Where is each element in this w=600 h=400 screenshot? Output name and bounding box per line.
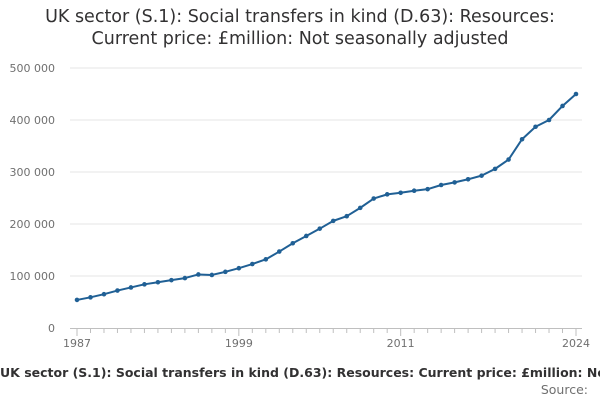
- data-point-1997: [209, 272, 215, 278]
- chart-title-line-1: UK sector (S.1): Social transfers in kin…: [45, 7, 555, 27]
- data-point-1989: [101, 291, 107, 297]
- y-tick-label-100000: 100 000: [10, 270, 56, 283]
- y-tick-label-0: 0: [48, 322, 55, 335]
- data-point-2021: [533, 124, 538, 130]
- data-point-2022: [546, 117, 552, 123]
- data-point-2014: [438, 182, 444, 188]
- y-tick-label-300000: 300 000: [10, 166, 56, 179]
- data-point-2005: [317, 226, 323, 231]
- series-line-0: [76, 93, 577, 301]
- data-point-2018: [492, 166, 498, 172]
- chart-title-line-2: Current price: £million: Not seasonally …: [91, 29, 509, 49]
- x-tick-label-2011: 2011: [387, 337, 415, 350]
- data-point-1994: [169, 277, 174, 283]
- data-point-2017: [479, 173, 484, 178]
- chart-caption: UK sector (S.1): Social transfers in kin…: [0, 365, 600, 380]
- data-point-2020: [519, 136, 525, 142]
- data-point-2009: [371, 196, 377, 201]
- data-point-2013: [425, 186, 430, 192]
- data-point-1987: [74, 297, 80, 303]
- y-tick-label-400000: 400 000: [10, 114, 56, 127]
- data-point-2003: [290, 240, 296, 246]
- data-point-2019: [506, 157, 511, 162]
- data-point-2000: [250, 261, 255, 267]
- data-point-2001: [263, 257, 269, 262]
- x-tick-label-1999: 1999: [225, 337, 253, 350]
- data-point-2007: [344, 213, 350, 219]
- data-point-1990: [115, 288, 120, 293]
- data-point-2015: [452, 180, 457, 185]
- y-tick-label-500000: 500 000: [10, 62, 56, 75]
- data-point-1998: [223, 269, 228, 275]
- data-point-2002: [276, 249, 282, 254]
- data-point-1992: [142, 282, 147, 287]
- chart-title: UK sector (S.1): Social transfers in kin…: [0, 6, 600, 50]
- x-tick-label-2024: 2024: [562, 337, 590, 350]
- data-point-2011: [398, 190, 403, 196]
- data-point-1995: [182, 275, 188, 281]
- data-point-1999: [236, 265, 242, 271]
- data-point-2012: [411, 188, 417, 194]
- data-point-2008: [357, 205, 363, 211]
- data-point-1996: [196, 272, 201, 277]
- data-point-2024: [573, 91, 579, 97]
- data-point-1988: [88, 295, 93, 300]
- data-point-1991: [128, 285, 134, 290]
- source-label: Source:: [540, 382, 588, 397]
- data-point-2010: [384, 192, 390, 197]
- data-point-2023: [560, 103, 565, 109]
- y-tick-label-200000: 200 000: [10, 218, 56, 231]
- data-point-2006: [330, 218, 336, 224]
- data-point-2016: [465, 176, 471, 182]
- x-tick-label-1987: 1987: [63, 337, 91, 350]
- data-point-2004: [303, 233, 309, 239]
- data-point-1993: [155, 279, 161, 285]
